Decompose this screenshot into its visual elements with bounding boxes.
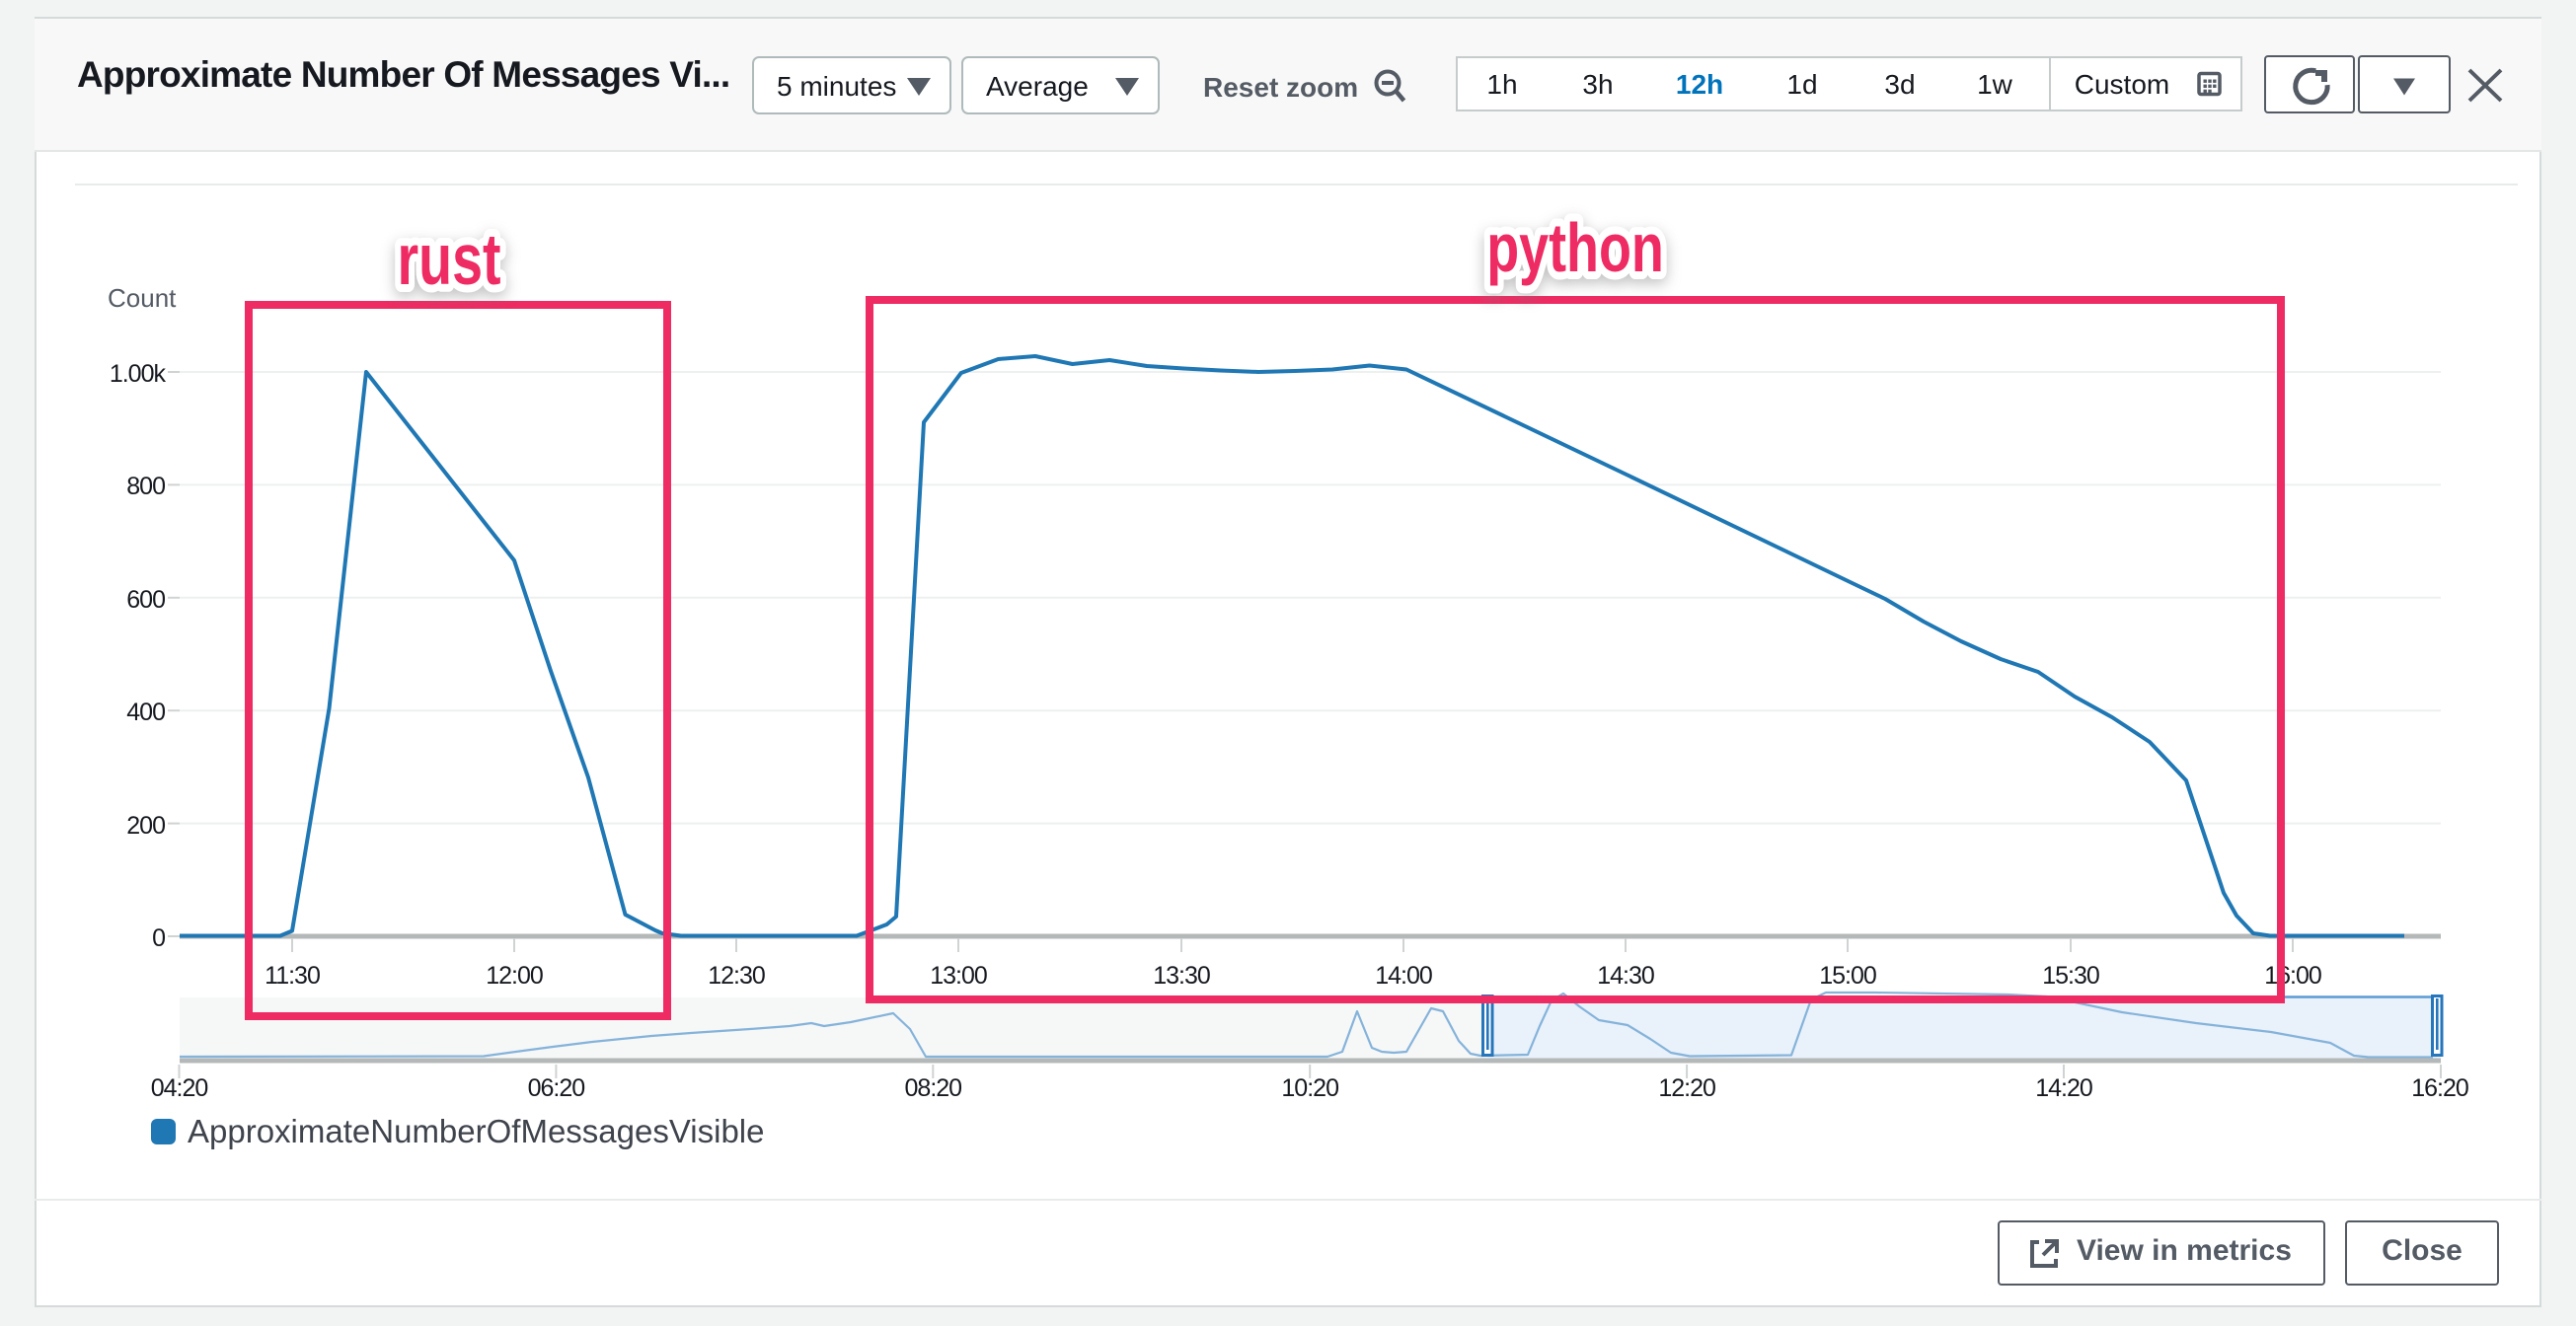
svg-text:10:20: 10:20 [1281,1074,1338,1102]
svg-text:14:00: 14:00 [1375,962,1432,990]
svg-text:13:00: 13:00 [930,962,987,990]
svg-text:12:00: 12:00 [486,962,543,990]
svg-text:15:30: 15:30 [2042,962,2099,990]
svg-text:16:20: 16:20 [2411,1074,2468,1102]
svg-text:python: python [1486,209,1664,286]
svg-text:06:20: 06:20 [528,1074,585,1102]
svg-text:13:30: 13:30 [1153,962,1210,990]
svg-text:14:30: 14:30 [1597,962,1654,990]
svg-text:04:20: 04:20 [151,1074,208,1102]
svg-text:11:30: 11:30 [265,962,320,990]
svg-text:0: 0 [152,924,165,952]
svg-text:16:00: 16:00 [2264,962,2321,990]
svg-text:14:20: 14:20 [2035,1074,2092,1102]
svg-text:800: 800 [126,473,165,500]
svg-text:12:20: 12:20 [1658,1074,1715,1102]
svg-text:python: python [1486,209,1664,286]
svg-text:200: 200 [126,812,165,840]
svg-text:rust: rust [397,219,500,300]
svg-text:12:30: 12:30 [708,962,765,990]
svg-text:1.00k: 1.00k [110,360,167,388]
svg-text:08:20: 08:20 [905,1074,962,1102]
svg-text:Count: Count [108,283,177,313]
svg-text:15:00: 15:00 [1819,962,1876,990]
svg-text:400: 400 [126,699,165,726]
svg-text:rust: rust [397,219,500,300]
svg-text:600: 600 [126,586,165,614]
